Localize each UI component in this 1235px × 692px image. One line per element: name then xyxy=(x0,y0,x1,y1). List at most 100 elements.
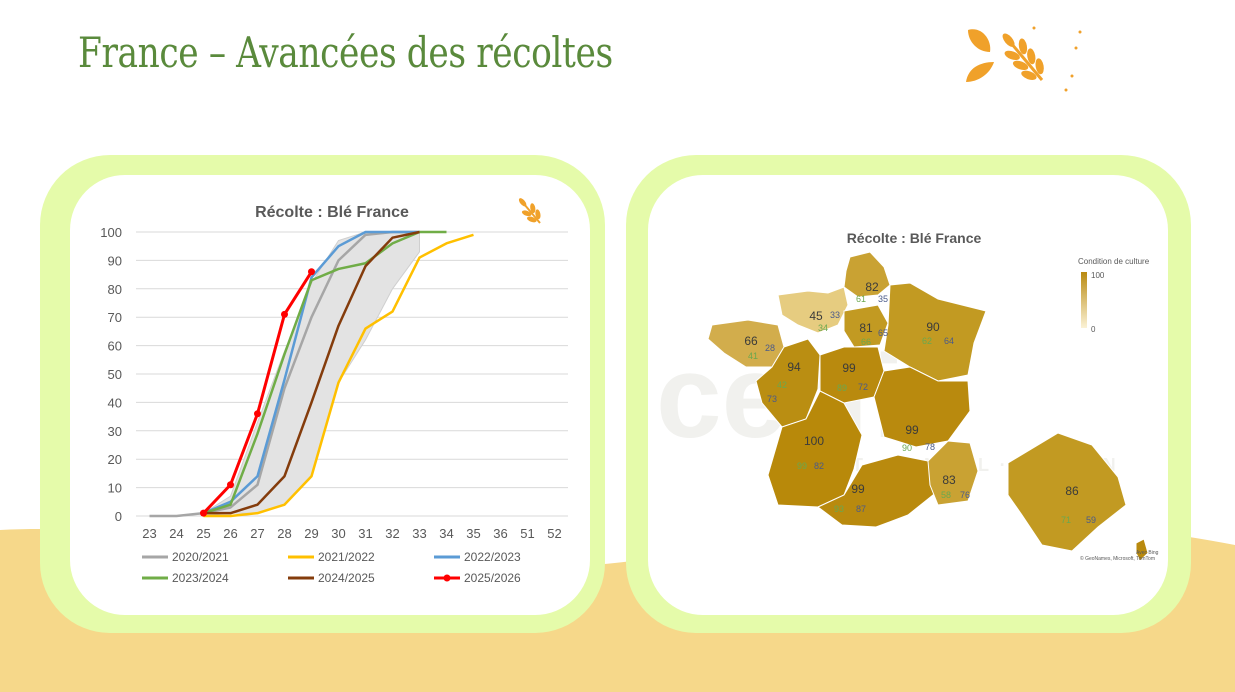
series-line-2023-2024 xyxy=(203,230,447,515)
x-tick-label: 31 xyxy=(358,526,372,541)
y-tick-label: 70 xyxy=(108,310,122,325)
legend-color-scale xyxy=(1081,272,1087,328)
y-tick-label: 40 xyxy=(108,395,122,410)
region-sub2-bourgogne-franche-comt-: 78 xyxy=(925,442,935,452)
region-sub2-nouvelle-aquitaine: 82 xyxy=(814,461,824,471)
x-tick-label: 28 xyxy=(277,526,291,541)
region-pays-de-la-loire xyxy=(755,338,821,428)
region-hauts-de-france xyxy=(843,251,891,298)
region-nouvelle-aquitaine xyxy=(767,390,863,508)
series-line-2022-2023 xyxy=(203,230,420,515)
x-tick-label: 29 xyxy=(304,526,318,541)
region-sub1-nouvelle-aquitaine: 99 xyxy=(797,461,807,471)
wheat-icon xyxy=(518,198,541,224)
x-tick-label: 30 xyxy=(331,526,345,541)
data-point-2025-2026 xyxy=(200,509,207,517)
region-sub1-hauts-de-france: 61 xyxy=(856,294,866,304)
data-point-2025-2026 xyxy=(308,268,315,276)
series-line-2021-2022 xyxy=(203,233,474,518)
region-value-france: 86 xyxy=(1065,484,1079,498)
x-tick-label: 34 xyxy=(439,526,453,541)
region-sub1-grand-est: 62 xyxy=(922,336,932,346)
y-tick-label: 20 xyxy=(108,452,122,467)
region-grand-est xyxy=(883,282,987,382)
legend-label-2025-2026: 2025/2026 xyxy=(464,571,521,585)
x-tick-label: 33 xyxy=(412,526,426,541)
region-ile-de-france xyxy=(843,304,889,348)
region-sub1-provence-alpes-c-te-d-azur: 58 xyxy=(941,490,951,500)
region-sub2-centre-val-de-loire: 72 xyxy=(858,382,868,392)
france-map-chart: cerfi AUDIT · CONSEIL · GESTION Récolte … xyxy=(656,230,1159,562)
y-tick-label: 0 xyxy=(115,509,122,524)
legend-min: 0 xyxy=(1091,325,1096,334)
y-tick-label: 100 xyxy=(100,225,122,240)
region-paca xyxy=(927,440,979,506)
legend-label-2024-2025: 2024/2025 xyxy=(318,571,375,585)
region-sub1-bourgogne-franche-comt-: 90 xyxy=(902,443,912,453)
y-tick-label: 60 xyxy=(108,339,122,354)
legend-marker xyxy=(443,574,451,582)
map-title: Récolte : Blé France xyxy=(847,230,982,246)
region-sub2-hauts-de-france: 35 xyxy=(878,294,888,304)
y-tick-label: 50 xyxy=(108,367,122,382)
region-france-mainland xyxy=(1007,432,1127,552)
legend-label-2022-2023: 2022/2023 xyxy=(464,550,521,564)
legend-label-2021-2022: 2021/2022 xyxy=(318,550,375,564)
region-value-bretagne: 66 xyxy=(744,334,758,348)
map-credit: © GeoNames, Microsoft, TomTom xyxy=(1080,555,1155,562)
region-value--le-de-france: 81 xyxy=(859,321,873,335)
region-sub1-centre-val-de-loire: 89 xyxy=(837,383,847,393)
x-tick-label: 23 xyxy=(142,526,156,541)
region-normandie xyxy=(777,286,849,334)
region-sub2-occitanie: 87 xyxy=(856,504,866,514)
region-value-occitanie: 99 xyxy=(851,482,865,496)
x-tick-label: 32 xyxy=(385,526,399,541)
region-sub2-bretagne: 28 xyxy=(765,343,775,353)
region-sub1-pays-de-la-loire: 42 xyxy=(777,380,787,390)
series-line-2020-2021 xyxy=(149,230,420,518)
legend-label-2023-2024: 2023/2024 xyxy=(172,571,229,585)
y-tick-label: 90 xyxy=(108,253,122,268)
y-tick-label: 10 xyxy=(108,481,122,496)
page-title: France – Avancées des récoltes xyxy=(78,28,613,77)
region-bourgogne xyxy=(873,366,971,448)
region-sub2-normandie: 33 xyxy=(830,310,840,320)
region-value-hauts-de-france: 82 xyxy=(865,280,879,294)
legend-label-2020-2021: 2020/2021 xyxy=(172,550,229,564)
x-tick-label: 24 xyxy=(169,526,183,541)
region-sub1-bretagne: 41 xyxy=(748,351,758,361)
region-value-grand-est: 90 xyxy=(926,320,940,334)
region-sub1-normandie: 34 xyxy=(818,323,828,333)
harvest-line-chart: Récolte : Blé France 0 10 20 30 40 50 60 70 80 90… xyxy=(100,198,568,585)
x-tick-label: 51 xyxy=(520,526,534,541)
x-tick-label: 36 xyxy=(493,526,507,541)
y-tick-label: 30 xyxy=(108,424,122,439)
region-sub2-france: 59 xyxy=(1086,515,1096,525)
region-value-provence-alpes-c-te-d-azur: 83 xyxy=(942,473,956,487)
region-sub2-pays-de-la-loire: 73 xyxy=(767,394,777,404)
series-line-2024-2025 xyxy=(203,230,420,515)
x-tick-label: 27 xyxy=(250,526,264,541)
region-sub2-provence-alpes-c-te-d-azur: 76 xyxy=(960,490,970,500)
region-sub2--le-de-france: 65 xyxy=(878,328,888,338)
map-credit-small: Avec Bing xyxy=(1136,550,1159,556)
x-tick-label: 35 xyxy=(466,526,480,541)
region-sub1--le-de-france: 66 xyxy=(861,337,871,347)
region-value-normandie: 45 xyxy=(809,309,823,323)
data-point-2025-2026 xyxy=(281,310,288,318)
legend-max: 100 xyxy=(1091,271,1105,280)
y-tick-label: 80 xyxy=(108,282,122,297)
x-tick-label: 25 xyxy=(196,526,210,541)
region-sub1-occitanie: 93 xyxy=(834,504,844,514)
region-value-bourgogne-franche-comt-: 99 xyxy=(905,423,919,437)
region-value-nouvelle-aquitaine: 100 xyxy=(804,434,824,448)
data-point-2025-2026 xyxy=(254,410,261,418)
data-point-2025-2026 xyxy=(227,481,234,489)
region-corsica xyxy=(1135,538,1149,562)
region-value-pays-de-la-loire: 94 xyxy=(787,360,801,374)
x-tick-label: 26 xyxy=(223,526,237,541)
region-value-centre-val-de-loire: 99 xyxy=(842,361,856,375)
region-sub1-france: 71 xyxy=(1061,515,1071,525)
x-tick-label: 52 xyxy=(547,526,561,541)
chart-title: Récolte : Blé France xyxy=(255,204,409,221)
